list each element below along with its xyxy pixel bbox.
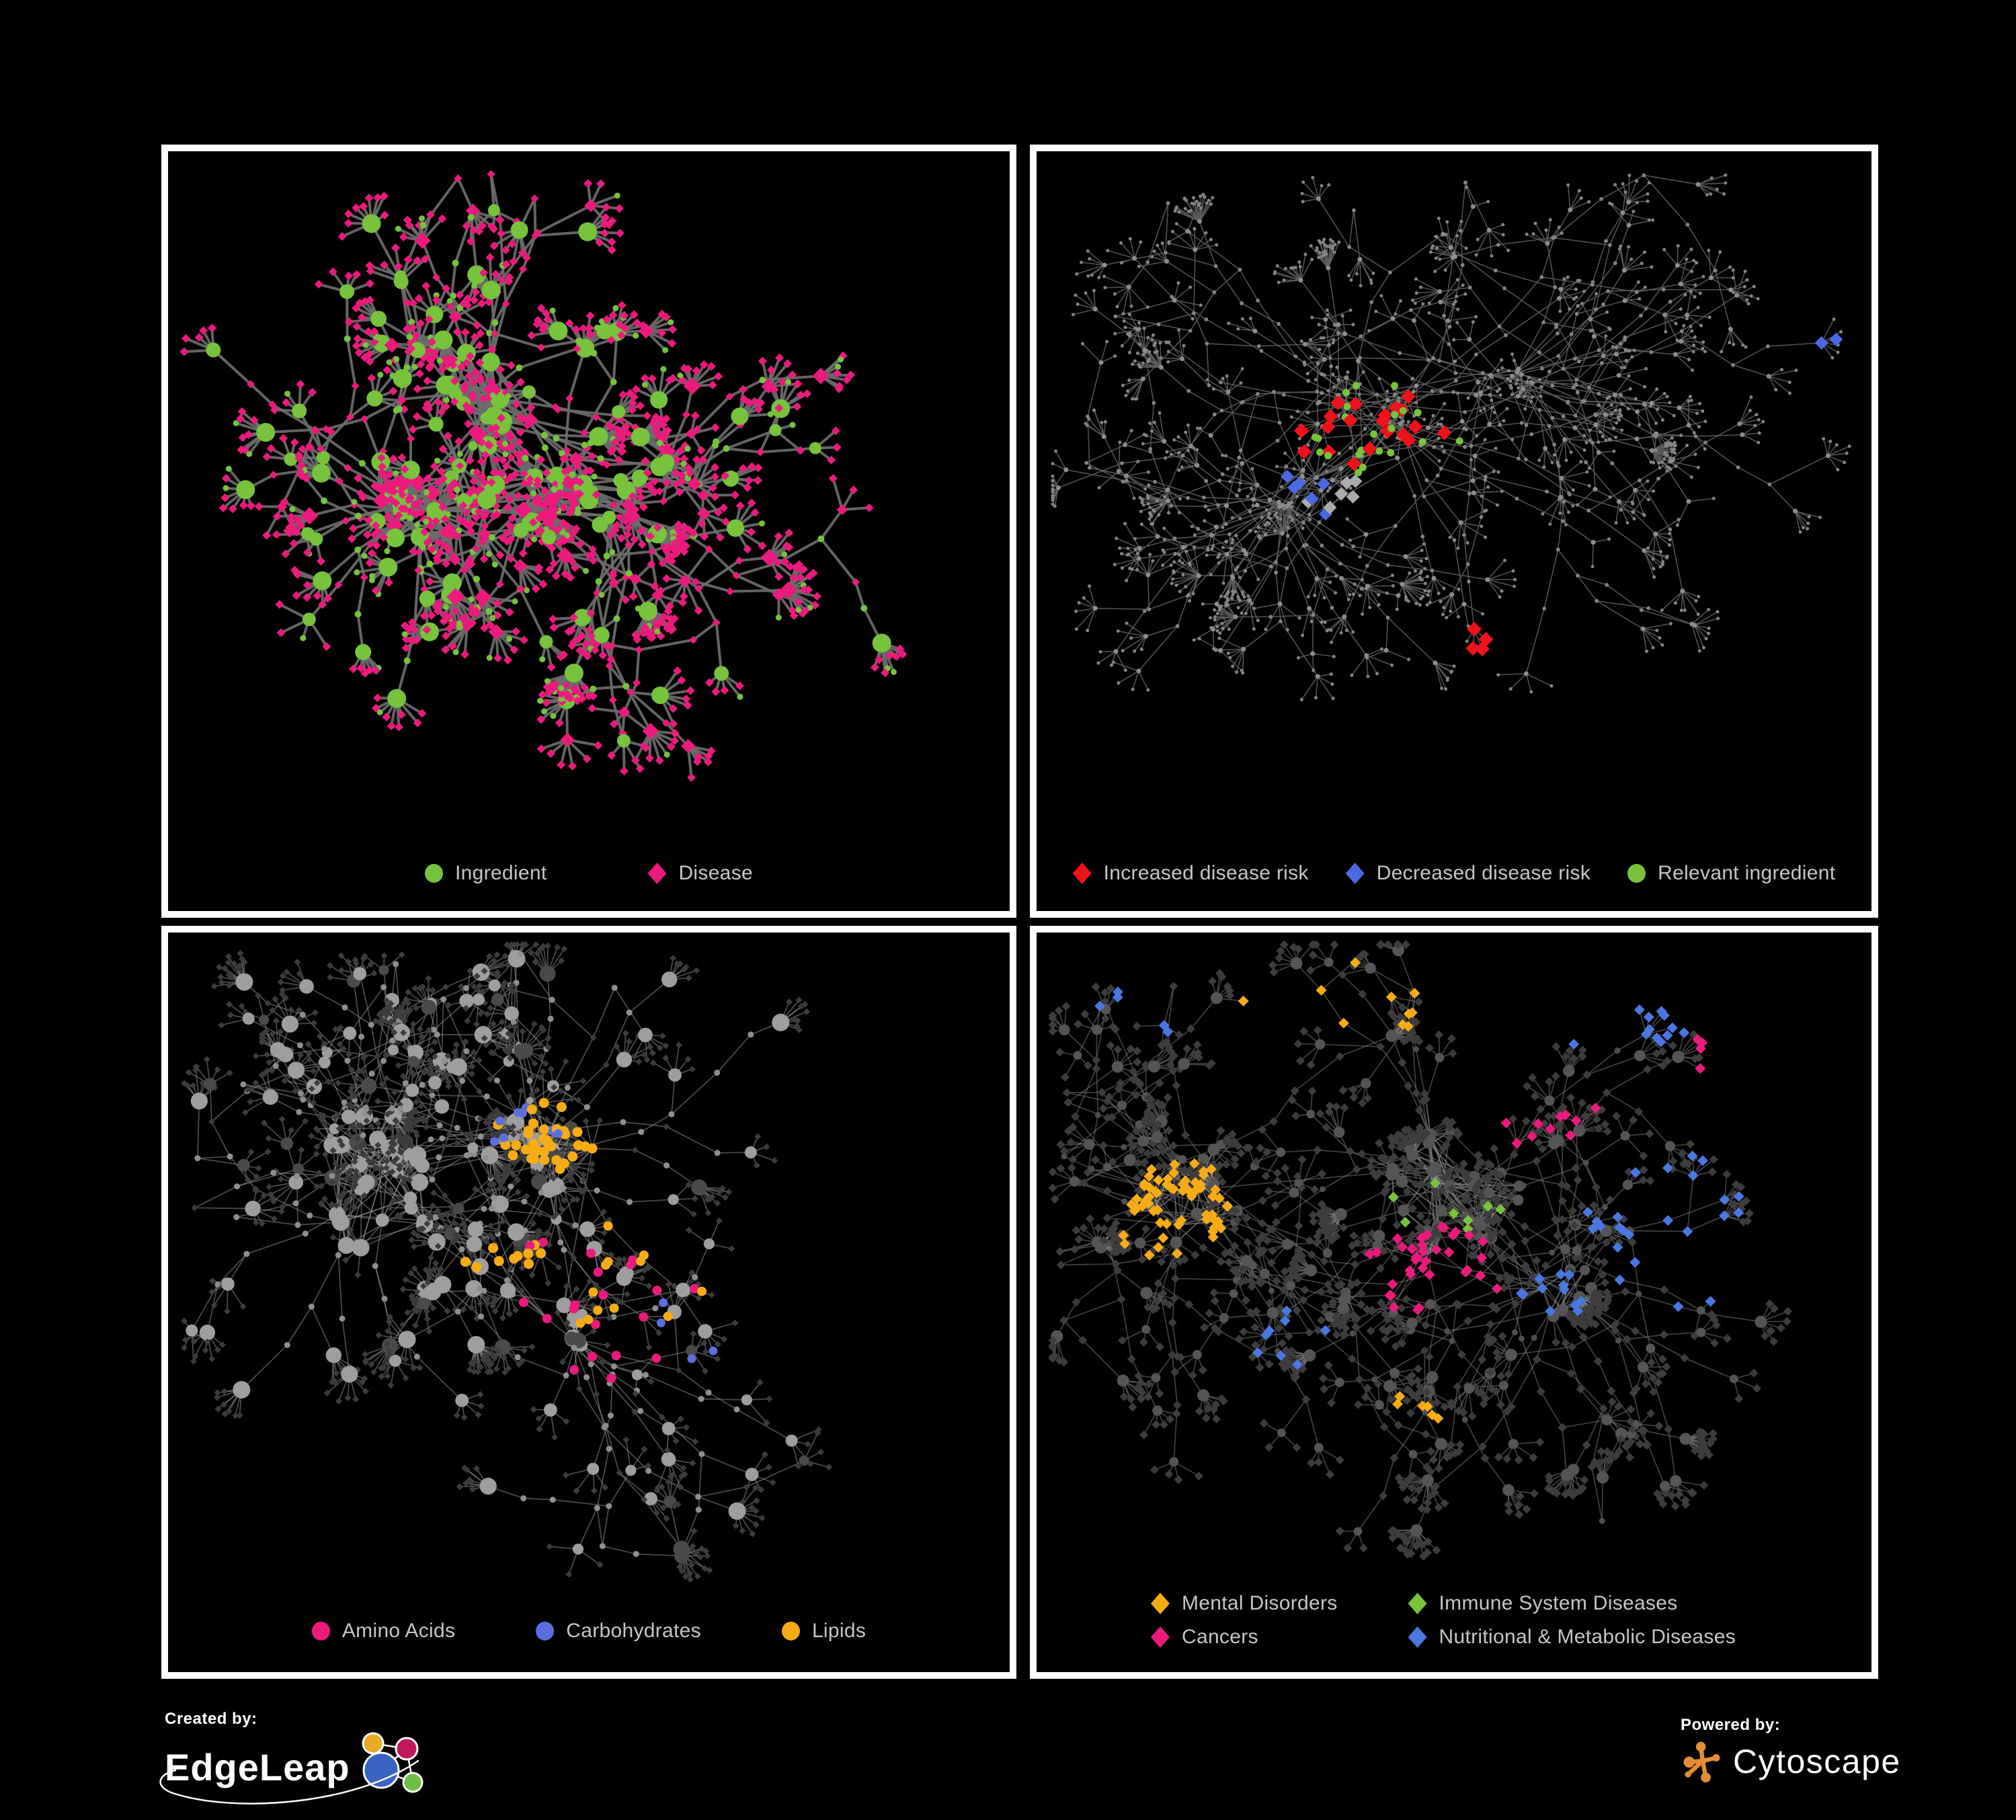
edgeleap-wordmark: EdgeLeap: [165, 1746, 350, 1788]
edgeleap-orange-node: [362, 1732, 385, 1755]
legend-label: Ingredient: [455, 862, 547, 884]
panel-macronutrients: Amino Acids Carbohydrates Lipids: [161, 926, 1016, 1679]
legend-label: Increased disease risk: [1103, 862, 1309, 884]
increased-risk-swatch-icon: [1072, 863, 1092, 884]
legend-label: Nutritional & Metabolic Diseases: [1439, 1626, 1736, 1648]
created-by-block: Created by: EdgeLeap: [159, 1710, 431, 1805]
disease-swatch-icon: [647, 863, 667, 884]
legend-item: Ingredient: [425, 862, 547, 885]
legend-label: Mental Disorders: [1182, 1592, 1338, 1614]
legend-item: Lipids: [781, 1620, 866, 1643]
legend-label: Lipids: [811, 1620, 866, 1642]
legend-item: Increased disease risk: [1072, 862, 1309, 885]
legend-label: Disease: [678, 862, 753, 884]
legend-item: Amino Acids: [311, 1620, 456, 1643]
cytoscape-wordmark: Cytoscape: [1733, 1743, 1901, 1780]
legend-disease-risk: Increased disease risk Decreased disease…: [1037, 837, 1871, 910]
network-graph-disease-classes: [1048, 940, 1792, 1561]
legend-ingredient-disease: Ingredient Disease: [168, 837, 1010, 910]
legend-item: Disease: [647, 862, 753, 885]
immune-diseases-swatch-icon: [1408, 1593, 1427, 1614]
cytoscape-logo-icon: [1683, 1741, 1720, 1783]
network-graph-ingredient-disease: [179, 170, 908, 782]
legend-label: Immune System Diseases: [1439, 1592, 1678, 1614]
relevant-ingredient-swatch-icon: [1627, 864, 1646, 883]
panel-disease-classes: Mental Disorders Immune System Diseases …: [1030, 926, 1878, 1679]
legend-item: Relevant ingredient: [1627, 862, 1835, 885]
nutritional-metabolic-swatch-icon: [1408, 1626, 1427, 1648]
legend-label: Carbohydrates: [566, 1620, 701, 1642]
legend-item: Decreased disease risk: [1345, 862, 1591, 885]
panel-disease-risk: Increased disease risk Decreased disease…: [1030, 145, 1878, 918]
powered-by-block: Powered by: Cytosc: [1681, 1716, 1901, 1784]
edgeleap-logo-icon: [362, 1732, 424, 1793]
edgeleap-green-node: [402, 1772, 424, 1793]
network-graph-disease-risk: [1051, 173, 1851, 702]
legend-item: Cancers: [1151, 1626, 1338, 1649]
legend-item: Nutritional & Metabolic Diseases: [1408, 1626, 1736, 1649]
legend-label: Relevant ingredient: [1658, 862, 1836, 884]
network-graph-macronutrients: [181, 941, 832, 1583]
decreased-risk-swatch-icon: [1345, 863, 1365, 884]
ingredient-swatch-icon: [425, 864, 444, 883]
legend-item: Carbohydrates: [536, 1620, 701, 1643]
carbohydrates-swatch-icon: [536, 1622, 555, 1640]
legend-item: Immune System Diseases: [1408, 1592, 1736, 1615]
legend-label: Amino Acids: [341, 1620, 456, 1642]
legend-item: Mental Disorders: [1151, 1592, 1338, 1615]
legend-macronutrients: Amino Acids Carbohydrates Lipids: [168, 1591, 1010, 1671]
edgeleap-blue-node: [362, 1751, 400, 1789]
lipids-swatch-icon: [781, 1622, 800, 1640]
mental-disorders-swatch-icon: [1151, 1593, 1170, 1614]
powered-by-label: Powered by:: [1681, 1716, 1781, 1734]
legend-label: Cancers: [1182, 1626, 1258, 1648]
amino-acids-swatch-icon: [311, 1622, 330, 1640]
created-by-label: Created by:: [165, 1710, 257, 1728]
legend-disease-classes: Mental Disorders Immune System Diseases …: [1037, 1578, 1871, 1663]
cancers-swatch-icon: [1151, 1626, 1170, 1648]
panel-ingredient-disease: Ingredient Disease: [161, 145, 1016, 918]
legend-label: Decreased disease risk: [1376, 862, 1591, 884]
edgeleap-pink-node: [395, 1737, 419, 1761]
